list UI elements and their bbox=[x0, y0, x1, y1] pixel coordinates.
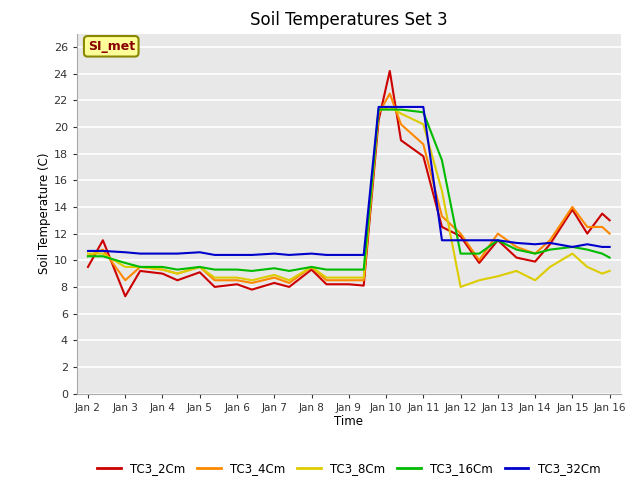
Y-axis label: Soil Temperature (C): Soil Temperature (C) bbox=[38, 153, 51, 275]
Title: Soil Temperatures Set 3: Soil Temperatures Set 3 bbox=[250, 11, 447, 29]
Text: SI_met: SI_met bbox=[88, 40, 135, 53]
Legend: TC3_2Cm, TC3_4Cm, TC3_8Cm, TC3_16Cm, TC3_32Cm: TC3_2Cm, TC3_4Cm, TC3_8Cm, TC3_16Cm, TC3… bbox=[92, 457, 605, 480]
X-axis label: Time: Time bbox=[334, 415, 364, 429]
